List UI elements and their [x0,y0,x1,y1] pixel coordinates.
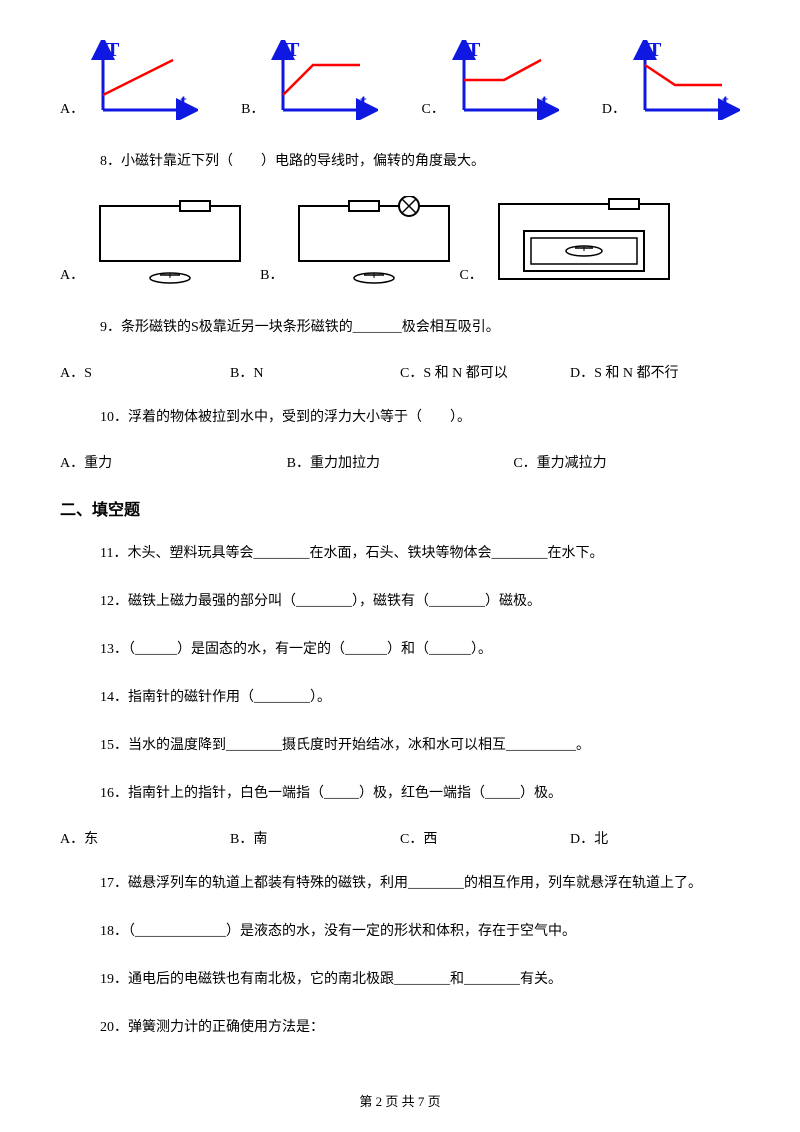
circuit-option-c: C． [459,196,678,286]
q8-circuits-row: A． B． [60,196,740,286]
q16-opt-c: C．西 [400,828,570,848]
opt-letter: C． [459,264,482,284]
opt-letter: C． [422,98,445,118]
opt-letter: A． [60,98,84,118]
graph-b: T t [268,40,378,120]
q12-text: 12．磁铁上磁力最强的部分叫（________），磁铁有（________）磁极… [100,588,740,616]
q14-text: 14．指南针的磁针作用（________）。 [100,684,740,712]
q9-options: A．S B．N C．S 和 N 都可以 D．S 和 N 都不行 [60,362,740,382]
svg-text:t: t [360,91,367,113]
svg-text:t: t [541,91,548,113]
opt-letter: D． [602,98,626,118]
circuit-option-b: B． [260,196,439,286]
q9-opt-d: D．S 和 N 都不行 [570,362,740,382]
q13-text: 13．（______）是固态的水，有一定的（______）和（______）。 [100,636,740,664]
q10-text: 10．浮着的物体被拉到水中，受到的浮力大小等于（ ）。 [100,404,740,432]
q8-text: 8．小磁针靠近下列（ ）电路的导线时，偏转的角度最大。 [100,148,740,176]
q16-options: A．东 B．南 C．西 D．北 [60,828,740,848]
q11-text: 11．木头、塑料玩具等会________在水面，石头、铁块等物体会_______… [100,540,740,568]
svg-text:t: t [180,91,187,113]
q10-opt-c: C．重力减拉力 [513,452,740,472]
section2-title: 二、填空题 [60,496,740,520]
graph-a: T t [88,40,198,120]
graph-option-a: A． T t [60,40,198,120]
opt-letter: B． [241,98,264,118]
q16-opt-b: B．南 [230,828,400,848]
q9-opt-b: B．N [230,362,400,382]
svg-text:T: T [286,40,300,61]
q7-graphs-row: A． T t B． T t C． [60,40,740,120]
opt-letter: A． [60,264,84,284]
circuit-c [489,196,679,286]
svg-text:t: t [722,91,729,113]
page-footer: 第 2 页 共 7 页 [0,1091,800,1110]
graph-c: T t [449,40,559,120]
q9-opt-a: A．S [60,362,230,382]
circuit-a [90,196,240,286]
q16-opt-d: D．北 [570,828,740,848]
q16-text: 16．指南针上的指针，白色一端指（_____）极，红色一端指（_____）极。 [100,780,740,808]
svg-text:T: T [467,40,481,61]
q10-options: A．重力 B．重力加拉力 C．重力减拉力 [60,452,740,472]
q19-text: 19．通电后的电磁铁也有南北极，它的南北极跟________和________有… [100,966,740,994]
q18-text: 18．（_____________）是液态的水，没有一定的形状和体积，存在于空气… [100,918,740,946]
q9-text: 9．条形磁铁的S极靠近另一块条形磁铁的_______极会相互吸引。 [100,314,740,342]
opt-letter: B． [260,264,283,284]
q20-text: 20．弹簧测力计的正确使用方法是： [100,1014,740,1042]
circuit-b [289,196,439,286]
q10-opt-b: B．重力加拉力 [287,452,514,472]
q17-text: 17．磁悬浮列车的轨道上都装有特殊的磁铁，利用________的相互作用，列车就… [100,870,740,898]
graph-option-c: C． T t [422,40,559,120]
q10-opt-a: A．重力 [60,452,287,472]
graph-option-d: D． T t [602,40,740,120]
svg-text:T: T [648,40,662,61]
circuit-option-a: A． [60,196,240,286]
svg-text:T: T [106,40,120,61]
q15-text: 15．当水的温度降到________摄氏度时开始结冰，冰和水可以相互______… [100,732,740,760]
graph-d: T t [630,40,740,120]
q9-opt-c: C．S 和 N 都可以 [400,362,570,382]
q16-opt-a: A．东 [60,828,230,848]
graph-option-b: B． T t [241,40,378,120]
